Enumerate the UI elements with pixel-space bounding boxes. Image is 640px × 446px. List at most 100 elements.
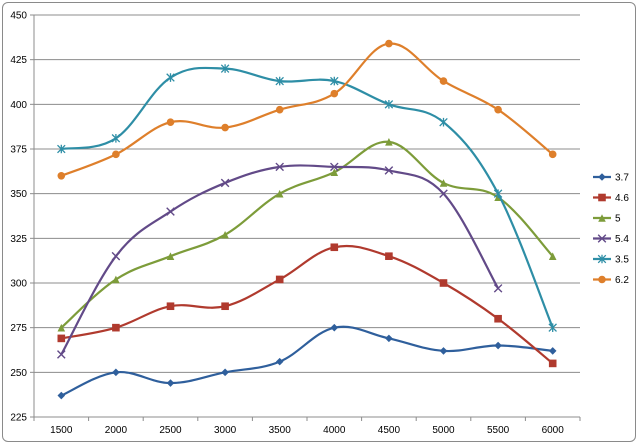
series-3-7 <box>57 323 557 400</box>
data-point <box>439 117 448 127</box>
x-tick-label: 2500 <box>159 425 182 436</box>
data-point <box>385 39 393 48</box>
x-tick-label: 3000 <box>214 425 237 436</box>
data-point <box>275 105 284 114</box>
data-point <box>384 100 394 109</box>
data-point <box>221 368 229 377</box>
y-tick-label: 275 <box>10 323 27 334</box>
data-point <box>439 77 448 85</box>
data-point <box>112 150 120 159</box>
data-point <box>275 189 284 198</box>
legend-item: 6.2 <box>593 275 629 286</box>
legend-item: 4.6 <box>593 193 629 204</box>
y-tick-label: 450 <box>10 11 27 22</box>
legend-label: 6.2 <box>615 275 629 286</box>
legend-label: 3.7 <box>615 173 629 184</box>
data-point <box>57 391 66 400</box>
data-point <box>330 323 339 332</box>
data-point <box>385 138 393 146</box>
legend: 3.7 4.6 5 5.4 3.5 6.2 <box>593 173 629 286</box>
data-point <box>221 230 229 239</box>
legend-item: 3.7 <box>593 173 629 184</box>
data-point <box>439 189 448 198</box>
plot-series <box>57 39 557 400</box>
x-tick-label: 2000 <box>105 425 128 436</box>
data-point <box>166 118 175 126</box>
data-point <box>166 302 175 311</box>
data-point <box>166 379 175 387</box>
data-point <box>57 323 66 332</box>
data-point <box>493 284 503 293</box>
data-point <box>166 252 175 260</box>
data-point <box>57 334 66 343</box>
y-tick-label: 250 <box>10 368 27 379</box>
series-line <box>61 66 554 329</box>
series-5 <box>57 138 557 332</box>
data-point <box>220 64 230 73</box>
chart-frame <box>2 2 636 442</box>
data-point <box>494 105 502 114</box>
y-tick-label: 300 <box>10 279 27 290</box>
data-point <box>221 302 229 311</box>
data-point <box>275 275 284 284</box>
data-point <box>330 168 339 177</box>
data-point <box>166 73 175 82</box>
series-4-6 <box>57 243 557 368</box>
data-point <box>112 323 120 332</box>
x-tick-label: 5000 <box>432 425 455 436</box>
data-point <box>166 207 175 216</box>
y-tick-label: 375 <box>10 145 27 156</box>
legend-label: 4.6 <box>615 193 629 204</box>
legend-marker <box>598 193 606 202</box>
data-point <box>112 275 120 284</box>
x-tick-label: 1500 <box>50 425 73 436</box>
data-point <box>275 162 284 172</box>
data-point <box>330 89 339 98</box>
x-tick-label: 6000 <box>542 425 565 436</box>
data-point <box>548 150 557 159</box>
y-tick-label: 400 <box>10 100 27 111</box>
series-5-4 <box>57 162 503 359</box>
data-point <box>330 243 339 252</box>
grid-lines <box>34 14 580 418</box>
data-point <box>330 76 339 86</box>
legend-marker <box>598 214 606 222</box>
y-tick-label: 225 <box>10 413 27 424</box>
legend-marker <box>597 254 607 264</box>
legend-label: 5.4 <box>615 234 629 245</box>
data-point <box>439 279 448 287</box>
data-point <box>548 359 557 368</box>
data-point <box>275 357 284 366</box>
axes: 225 250 275 300 325 350 375 400 425 450 1500 2000 25… <box>10 11 581 436</box>
x-tick-label: 3500 <box>269 425 292 436</box>
data-point <box>548 323 557 332</box>
data-point <box>385 252 393 260</box>
x-tick-label: 5500 <box>487 425 510 436</box>
legend-item: 5.4 <box>593 234 629 245</box>
data-point <box>384 166 394 175</box>
y-tick-label: 325 <box>10 234 27 245</box>
y-tick-label: 350 <box>10 189 27 200</box>
data-point <box>385 334 393 343</box>
legend-marker <box>598 275 606 284</box>
data-point <box>275 76 284 86</box>
x-tick-label: 4000 <box>323 425 346 436</box>
legend-marker <box>598 173 606 181</box>
data-point <box>221 123 229 132</box>
series-line <box>60 42 554 177</box>
data-point <box>330 162 339 172</box>
data-point <box>57 144 66 154</box>
data-point <box>493 189 503 198</box>
data-point <box>111 133 121 143</box>
data-point <box>548 347 557 355</box>
data-point <box>494 314 502 323</box>
data-point <box>494 341 502 350</box>
data-point <box>220 178 230 188</box>
data-point <box>439 347 448 355</box>
data-point <box>57 350 66 359</box>
series-3-5 <box>57 64 557 332</box>
series-line <box>61 244 554 365</box>
y-tick-label: 425 <box>10 55 27 66</box>
x-tick-label: 4500 <box>378 425 401 436</box>
legend-label: 5 <box>615 214 621 225</box>
